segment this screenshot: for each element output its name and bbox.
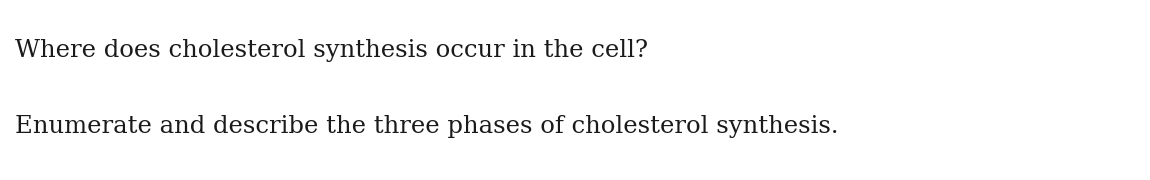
Text: Enumerate and describe the three phases of cholesterol synthesis.: Enumerate and describe the three phases …: [15, 114, 838, 138]
Text: Where does cholesterol synthesis occur in the cell?: Where does cholesterol synthesis occur i…: [15, 39, 647, 62]
